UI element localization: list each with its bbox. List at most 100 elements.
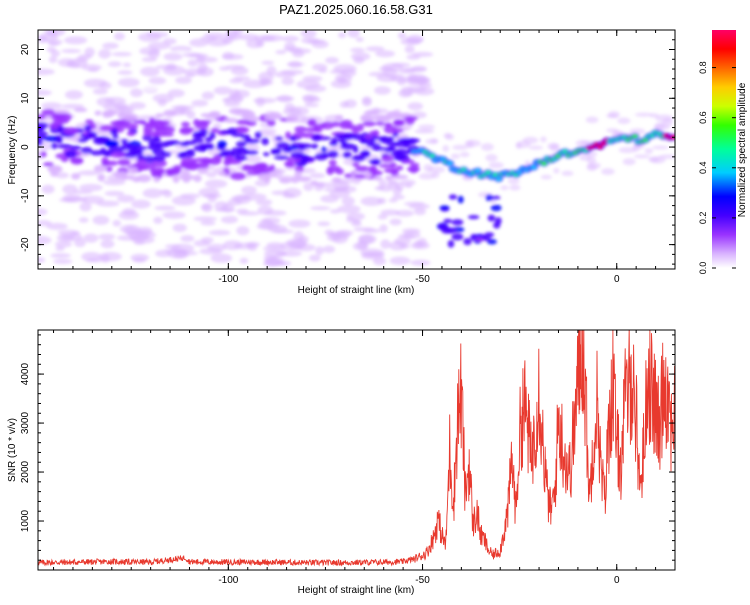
spectrogram-cell — [662, 118, 673, 127]
snr-ylabel: SNR (10 * v/v) — [7, 418, 18, 482]
spectrogram-cell — [80, 195, 105, 204]
spectrogram-cell — [244, 149, 259, 155]
spectrogram-cell — [361, 97, 372, 107]
spectrogram-cell — [113, 32, 125, 41]
spectrogram-cell — [463, 238, 472, 246]
spectrogram-cell — [99, 124, 114, 132]
spectrogram-cell — [385, 175, 394, 181]
spectrogram-cell — [221, 53, 244, 60]
spectrogram-cell — [400, 86, 415, 97]
spectrogram-cell — [310, 180, 318, 186]
spectrogram-cell — [315, 246, 324, 256]
spectrogram-cell — [389, 218, 402, 226]
spectrogram-cell — [347, 124, 358, 130]
spectrogram-cell — [254, 131, 262, 139]
spectrogram-cell — [509, 184, 521, 191]
spectrogram-cell — [327, 165, 341, 173]
spectrogram-cell — [404, 45, 415, 54]
spectrogram-cell — [629, 128, 646, 135]
spectrogram-cell — [146, 31, 169, 38]
spectrogram-cell — [369, 130, 378, 136]
spectrogram-cell — [229, 150, 241, 158]
spectrogram-cell — [398, 68, 416, 75]
spectrogram-cell — [399, 244, 411, 249]
spectrogram-cell — [601, 168, 615, 175]
spectrogram-cell — [360, 196, 383, 206]
spectrogram-cell — [285, 162, 296, 168]
spectrogram-cell — [386, 181, 399, 189]
spectrogram-cell — [474, 168, 481, 173]
spectrogram-cell — [234, 155, 248, 161]
spectrogram-cell — [352, 162, 360, 167]
spectrogram-cell — [631, 134, 638, 139]
snr-ytick-label: 1000 — [20, 509, 31, 532]
spectrogram-cell — [281, 35, 300, 42]
spectrogram-cell — [46, 222, 68, 230]
spectrogram-cell — [318, 68, 328, 74]
spectrogram-cell — [439, 225, 450, 231]
spectrogram-cell — [150, 142, 161, 148]
spectrogram-cell — [224, 117, 238, 124]
spectrogram-cell — [261, 137, 270, 146]
spectrogram-cell — [414, 87, 435, 96]
spectrogram-cell — [242, 79, 267, 89]
spectrogram-cell — [235, 109, 251, 114]
spectrogram-cell — [185, 72, 196, 78]
spectrogram-cell — [258, 71, 275, 82]
snr-panel: -100 -50 0 1000 2000 3000 4000 Height of strai… — [7, 329, 676, 596]
spectrogram-cell — [448, 194, 458, 200]
spectrogram-cell — [378, 179, 387, 188]
spectrogram-cell — [361, 251, 385, 257]
spectrogram-cell — [74, 238, 86, 248]
spectrogram-cell — [442, 145, 450, 152]
spectrogram-cell — [632, 144, 641, 152]
spectrogram-cell — [96, 97, 115, 107]
spectrogram-cell — [447, 239, 455, 248]
spectrogram-cell — [341, 196, 355, 206]
spectrogram-cell — [561, 170, 574, 176]
spectrogram-cell — [408, 166, 419, 174]
spectrogram-cell — [122, 62, 132, 68]
spectrogram-cell — [155, 113, 165, 118]
spectrogram-cell — [55, 172, 69, 179]
spectrogram-cell — [396, 165, 404, 171]
spectrogram-cell — [338, 32, 347, 39]
spectrogram-cell — [126, 130, 136, 137]
spectrogram-cell — [236, 225, 250, 236]
spectrogram-cell — [110, 151, 126, 158]
spectrogram-cell — [83, 233, 99, 243]
spectrogram-cell — [64, 90, 83, 100]
spectrogram-cell — [380, 209, 400, 216]
spectrogram-cell — [342, 151, 352, 159]
spectrogram-cell — [429, 153, 436, 158]
spectrogram-cell — [140, 66, 160, 77]
spectrogram-cell — [407, 102, 424, 111]
spectrogram-cell — [81, 64, 102, 71]
spectrogram-cell — [364, 134, 373, 140]
spectrogram-cell — [355, 165, 370, 172]
spectrogram-cell — [40, 151, 47, 158]
spectrogram-cell — [163, 140, 175, 146]
spectrogram-cell — [104, 190, 125, 197]
spectrogram-cell — [393, 119, 404, 125]
spectrogram-cell — [150, 137, 162, 143]
spectrogram-cell — [241, 185, 257, 195]
spectrogram-cell — [540, 174, 552, 180]
spectrogram-cell — [84, 124, 92, 132]
spectrogram-cell — [98, 233, 116, 241]
spectrogram-cell — [46, 39, 63, 46]
spectrogram-cell — [263, 249, 287, 258]
spectrogram-cell — [332, 177, 342, 183]
spectrogram-cell — [48, 56, 58, 64]
spectrogram-xlabel: Height of straight line (km) — [298, 285, 415, 296]
spectrogram-cell — [38, 68, 55, 76]
spectrogram-cell — [38, 219, 52, 227]
spectrogram-cell — [575, 139, 590, 147]
spectrogram-cell — [175, 250, 199, 256]
spectrogram-cell — [288, 60, 303, 68]
spectrogram-cell — [271, 198, 295, 208]
spectrogram-cell — [413, 240, 423, 248]
spectrogram-ytick-label: 10 — [20, 92, 31, 104]
